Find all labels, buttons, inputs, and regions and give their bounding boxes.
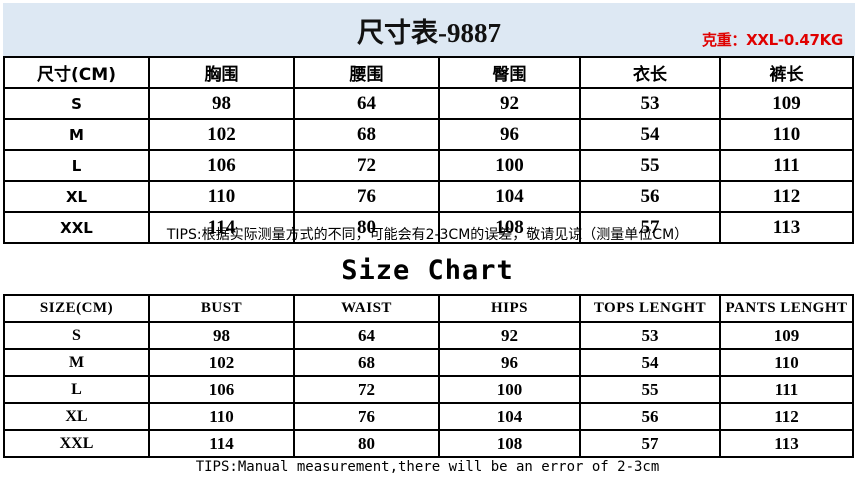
cell-waist: 80	[293, 429, 440, 458]
cell-hips: 108	[438, 429, 581, 458]
cell-bust: 102	[148, 348, 295, 377]
cell-waist: 72	[293, 375, 440, 404]
table-row: M 102 68 96 54 110	[3, 118, 854, 151]
table-row: XXL 114 80 108 57 113	[3, 429, 854, 458]
cell-bust: 114	[148, 429, 295, 458]
cell-pants-length: 111	[719, 149, 854, 182]
tips-note-english: TIPS:Manual measurement,there will be an…	[195, 459, 660, 475]
cell-tops-length: 53	[579, 87, 721, 120]
cell-pants-length: 112	[719, 180, 854, 213]
cell-bust: 106	[148, 375, 295, 404]
cell-tops-length: 54	[579, 348, 721, 377]
table-row: L 106 72 100 55 111	[3, 149, 854, 182]
page-title: 尺寸表-9887	[357, 18, 501, 48]
cell-bust: 114	[148, 211, 295, 244]
tips-note-chinese: TIPS:根据实际测量方式的不同，可能会有2-3CM的误差，敬请见谅（测量单位C…	[166, 227, 689, 243]
cell-tops-length: 53	[579, 321, 721, 350]
cell-tops-length: 54	[579, 118, 721, 151]
cell-waist: 68	[293, 118, 440, 151]
cell-bust: 106	[148, 149, 295, 182]
cell-waist: 68	[293, 348, 440, 377]
cell-pants-length: 110	[719, 348, 854, 377]
column-header-size: SIZE(CM)	[3, 294, 150, 323]
cell-pants-length: 113	[719, 429, 854, 458]
size-table-chinese: 尺寸(CM) 胸围 腰围 臀围 衣长 裤长 S 98 64 92 53 109 …	[3, 56, 854, 244]
cell-bust: 102	[148, 118, 295, 151]
table-header-row: 尺寸(CM) 胸围 腰围 臀围 衣长 裤长	[3, 56, 854, 89]
cell-bust: 98	[148, 87, 295, 120]
cell-hips: 108	[438, 211, 581, 244]
column-header-waist: WAIST	[293, 294, 440, 323]
table-row: S 98 64 92 53 109	[3, 87, 854, 120]
column-header-waist: 腰围	[293, 56, 440, 89]
cell-hips: 100	[438, 149, 581, 182]
cell-pants-length: 109	[719, 321, 854, 350]
table-row: L 106 72 100 55 111	[3, 375, 854, 404]
column-header-tops-length: TOPS LENGHT	[579, 294, 721, 323]
cell-pants-length: 109	[719, 87, 854, 120]
table-row: S 98 64 92 53 109	[3, 321, 854, 350]
table-row: M 102 68 96 54 110	[3, 348, 854, 377]
gross-weight-label: 克重：XXL-0.47KG	[702, 31, 843, 49]
cell-bust: 110	[148, 180, 295, 213]
cell-waist: 80	[293, 211, 440, 244]
size-chart-heading: Size Chart	[341, 255, 514, 286]
cell-tops-length: 56	[579, 402, 721, 431]
column-header-size: 尺寸(CM)	[3, 56, 150, 89]
column-header-hips: 臀围	[438, 56, 581, 89]
cell-size: S	[3, 87, 150, 120]
cell-bust: 110	[148, 402, 295, 431]
cell-hips: 96	[438, 348, 581, 377]
cell-bust: 98	[148, 321, 295, 350]
cell-waist: 76	[293, 402, 440, 431]
cell-waist: 72	[293, 149, 440, 182]
table-row: XL 110 76 104 56 112	[3, 180, 854, 213]
cell-tops-length: 55	[579, 149, 721, 182]
cell-size: XL	[3, 402, 150, 431]
cell-tops-length: 55	[579, 375, 721, 404]
cell-pants-length: 112	[719, 402, 854, 431]
cell-waist: 76	[293, 180, 440, 213]
cell-tops-length: 56	[579, 180, 721, 213]
column-header-pants-length: PANTS LENGHT	[719, 294, 854, 323]
cell-size: M	[3, 118, 150, 151]
cell-size: L	[3, 149, 150, 182]
column-header-bust: 胸围	[148, 56, 295, 89]
table-header-row: SIZE(CM) BUST WAIST HIPS TOPS LENGHT PAN…	[3, 294, 854, 323]
cell-size: XXL	[3, 429, 150, 458]
cell-hips: 92	[438, 321, 581, 350]
cell-size: XL	[3, 180, 150, 213]
column-header-tops-length: 衣长	[579, 56, 721, 89]
size-table-english: SIZE(CM) BUST WAIST HIPS TOPS LENGHT PAN…	[3, 294, 854, 458]
cell-hips: 100	[438, 375, 581, 404]
column-header-hips: HIPS	[438, 294, 581, 323]
header-banner: 尺寸表-9887 克重：XXL-0.47KG	[3, 3, 855, 56]
column-header-bust: BUST	[148, 294, 295, 323]
cell-pants-length: 111	[719, 375, 854, 404]
cell-hips: 92	[438, 87, 581, 120]
cell-hips: 104	[438, 402, 581, 431]
cell-hips: 96	[438, 118, 581, 151]
cell-waist: 64	[293, 321, 440, 350]
cell-pants-length: 110	[719, 118, 854, 151]
column-header-pants-length: 裤长	[719, 56, 854, 89]
cell-tops-length: 57	[579, 429, 721, 458]
cell-size: L	[3, 375, 150, 404]
table-row: XL 110 76 104 56 112	[3, 402, 854, 431]
cell-size: S	[3, 321, 150, 350]
table-row: XXL 114 80 108 57 113	[3, 211, 854, 244]
cell-size: XXL	[3, 211, 150, 244]
cell-tops-length: 57	[579, 211, 721, 244]
cell-pants-length: 113	[719, 211, 854, 244]
cell-hips: 104	[438, 180, 581, 213]
cell-waist: 64	[293, 87, 440, 120]
cell-size: M	[3, 348, 150, 377]
